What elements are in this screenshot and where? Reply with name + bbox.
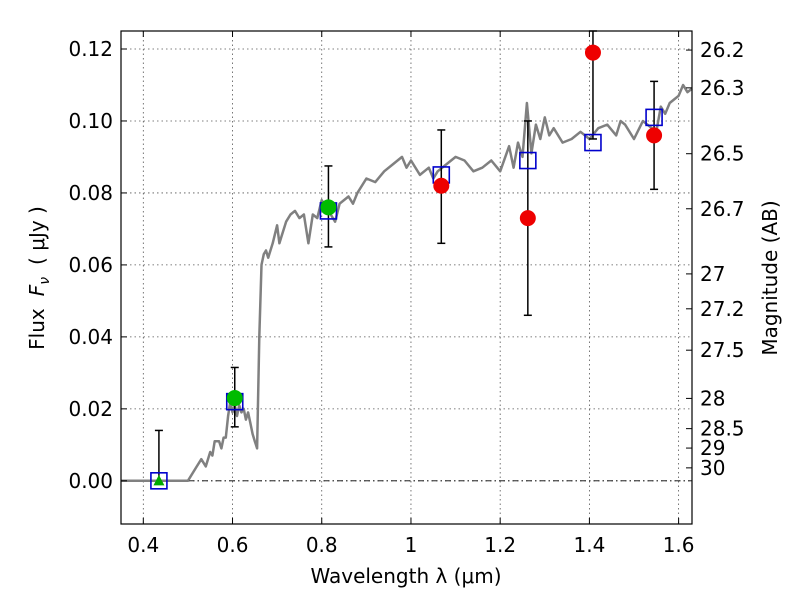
magnitude-tick-label: 27.2 — [700, 297, 745, 321]
magnitude-tick-label: 27.5 — [700, 338, 745, 362]
red-data-point — [519, 210, 536, 227]
x-tick-label: 1.2 — [484, 533, 516, 557]
magnitude-tick-label: 26.2 — [700, 38, 745, 62]
x-tick-label: 1 — [405, 533, 418, 557]
y-tick-label: 0.06 — [68, 253, 113, 277]
x-axis-label: Wavelength λ (μm) — [310, 564, 501, 588]
green-data-point — [320, 199, 337, 216]
y-tick-label: 0.04 — [68, 325, 113, 349]
grid — [121, 31, 692, 524]
data-markers — [150, 44, 663, 490]
magnitude-tick-label: 26.5 — [700, 142, 745, 166]
red-data-point — [584, 44, 601, 61]
x-tick-label: 1.4 — [573, 533, 605, 557]
y-tick-label: 0.10 — [68, 109, 113, 133]
ticks: 0.4 0.6 0.8 1 1.2 1.4 1.6 0.00 0.02 0.04 0.06 0.08 0… — [68, 31, 745, 557]
y-axis-label-prefix: Flux — [25, 308, 49, 350]
magnitude-tick-label: 27 — [700, 262, 725, 286]
y-axis-label-sub: ν — [37, 277, 53, 285]
green-upper-limit-point — [153, 474, 165, 486]
x-tick-label: 0.6 — [217, 533, 249, 557]
x-tick-label: 0.8 — [306, 533, 338, 557]
magnitude-tick-label: 29 — [700, 436, 725, 460]
green-data-point — [226, 390, 243, 407]
red-data-point — [646, 127, 663, 144]
magnitude-tick-label: 26.7 — [700, 197, 745, 221]
magnitude-tick-label: 26.3 — [700, 76, 745, 100]
model-photometry-square — [150, 472, 168, 490]
model-photometry-square — [645, 108, 663, 127]
y-axis-label: Flux Fν ( μJy ) — [25, 206, 53, 350]
red-data-point — [433, 177, 450, 194]
y-tick-label: 0.02 — [68, 397, 113, 421]
magnitude-tick-label: 30 — [700, 456, 725, 480]
y-tick-label: 0.00 — [68, 469, 113, 493]
plot-frame — [120, 30, 693, 525]
y-tick-label: 0.12 — [68, 37, 113, 61]
y-axis-label-symbol: F — [25, 284, 49, 296]
model-photometry-square — [584, 133, 602, 152]
y-tick-label: 0.08 — [68, 181, 113, 205]
magnitude-tick-label: 28.5 — [700, 417, 745, 441]
x-tick-label: 1.6 — [663, 533, 695, 557]
magnitude-axis-label: Magnitude (AB) — [758, 200, 782, 355]
model-photometry-square — [519, 151, 537, 170]
x-tick-label: 0.4 — [127, 533, 159, 557]
y-axis-label-unit: ( μJy ) — [25, 206, 49, 265]
magnitude-tick-label: 28 — [700, 386, 725, 410]
